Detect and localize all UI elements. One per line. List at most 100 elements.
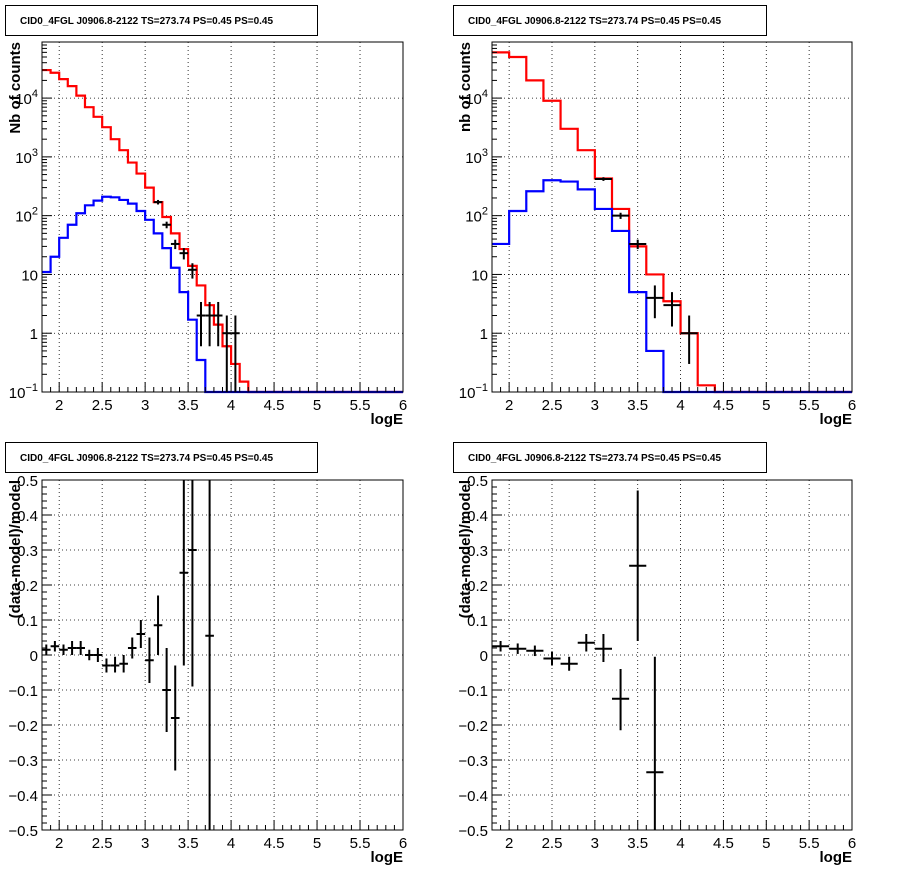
x-axis: 2 2.5 3 3.5 4 4.5 5 5.5 6 xyxy=(491,382,856,414)
panel-3: CID0_4FGL J0906.8-2122 TS=273.74 PS=0.45… xyxy=(5,442,407,866)
x-axis: 2 2.5 3 3.5 4 4.5 5 5.5 6 xyxy=(41,820,407,852)
y-tick-label: 0.3 xyxy=(467,543,488,560)
data-point xyxy=(127,637,137,659)
y-axis-label: (data-model)/model xyxy=(7,480,24,618)
y-tick-label: 0.5 xyxy=(17,473,38,490)
x-tick-label: 5.5 xyxy=(799,397,820,414)
grid xyxy=(492,42,852,392)
y-axis-label: nb of counts xyxy=(457,42,474,132)
x-axis-label: logE xyxy=(820,849,853,866)
x-tick-label: 5 xyxy=(762,835,770,852)
data-point xyxy=(153,595,163,655)
y-tick-label: −0.2 xyxy=(8,718,38,735)
y-axis: 0.5 0.4 0.3 0.2 0.1 0 −0.1 −0.2 −0.3 −0.4 −0.5 xyxy=(8,473,52,840)
title-box xyxy=(5,5,318,36)
y-tick-label: 0 xyxy=(30,648,38,665)
x-axis-label: logE xyxy=(371,849,404,866)
y-tick-label: 102 xyxy=(15,206,38,226)
y-tick-label: −0.5 xyxy=(458,823,488,840)
data-point xyxy=(119,655,128,673)
data-point xyxy=(231,315,240,392)
y-tick-label: −0.1 xyxy=(458,683,488,700)
x-tick-label: 4.5 xyxy=(264,835,285,852)
chart-title: CID0_4FGL J0906.8-2122 TS=273.74 PS=0.45… xyxy=(468,453,721,464)
x-tick-label: 2 xyxy=(505,397,513,414)
grid xyxy=(42,42,403,392)
x-tick-label: 5.5 xyxy=(350,835,371,852)
title-box xyxy=(5,442,318,473)
data-point xyxy=(629,239,647,250)
x-tick-label: 2.5 xyxy=(542,397,563,414)
data-point xyxy=(162,221,171,229)
y-tick-label: 0.2 xyxy=(17,578,38,595)
y-tick-label: 0.4 xyxy=(467,508,488,525)
data-point xyxy=(612,212,630,219)
data-point xyxy=(179,480,189,666)
title-box xyxy=(453,442,767,473)
y-axis: 10−1 1 10 102 103 104 xyxy=(459,41,502,402)
x-tick-label: 6 xyxy=(848,835,856,852)
chart-title: CID0_4FGL J0906.8-2122 TS=273.74 PS=0.45… xyxy=(468,16,721,27)
x-tick-label: 3.5 xyxy=(178,397,199,414)
y-tick-label: 104 xyxy=(15,88,38,108)
y-tick-label: 10 xyxy=(21,267,38,284)
x-tick-label: 5 xyxy=(313,835,321,852)
x-tick-label: 5 xyxy=(762,397,770,414)
x-tick-label: 2.5 xyxy=(92,397,113,414)
data-point xyxy=(110,656,120,673)
x-tick-label: 5 xyxy=(313,397,321,414)
data-point xyxy=(680,315,698,364)
y-tick-label: 0.3 xyxy=(17,543,38,560)
histogram-series-2 xyxy=(492,179,852,394)
x-tick-label: 3 xyxy=(591,397,599,414)
x-axis-label: logE xyxy=(371,411,404,428)
chart-title: CID0_4FGL J0906.8-2122 TS=273.74 PS=0.45… xyxy=(20,453,273,464)
y-tick-label: 10 xyxy=(471,267,488,284)
x-tick-label: 3.5 xyxy=(178,835,199,852)
y-tick-label: −0.4 xyxy=(8,788,38,805)
data-point xyxy=(222,315,232,392)
data-point xyxy=(145,637,154,683)
x-tick-label: 2.5 xyxy=(542,835,563,852)
x-tick-label: 2 xyxy=(55,397,63,414)
y-tick-label: 103 xyxy=(15,147,38,167)
data-point xyxy=(84,649,94,661)
data-point xyxy=(196,301,206,347)
data-point xyxy=(162,648,171,732)
x-tick-label: 3 xyxy=(141,835,149,852)
data-point xyxy=(136,620,146,648)
y-tick-label: −0.3 xyxy=(458,753,488,770)
y-tick-label: 0.1 xyxy=(17,613,38,630)
x-tick-label: 3 xyxy=(141,397,149,414)
x-tick-label: 2.5 xyxy=(92,835,113,852)
x-tick-label: 3.5 xyxy=(627,397,648,414)
data-point xyxy=(509,643,527,654)
data-point xyxy=(663,292,681,327)
data-point xyxy=(76,641,85,655)
data-point xyxy=(594,177,612,181)
y-tick-label: −0.2 xyxy=(458,718,488,735)
x-tick-label: 5.5 xyxy=(350,397,371,414)
x-tick-label: 3 xyxy=(591,835,599,852)
y-tick-label: 1 xyxy=(30,326,38,343)
x-tick-label: 4 xyxy=(676,397,684,414)
y-tick-label: 0.2 xyxy=(467,578,488,595)
y-tick-label: −0.5 xyxy=(8,823,38,840)
x-tick-label: 6 xyxy=(399,835,407,852)
data-point xyxy=(50,641,60,652)
data-point xyxy=(93,648,103,662)
data-point xyxy=(629,490,647,641)
histogram-series-2 xyxy=(42,195,403,394)
data-point xyxy=(612,669,630,731)
grid xyxy=(492,480,852,830)
x-tick-label: 4 xyxy=(676,835,684,852)
histogram-series-1 xyxy=(42,68,403,394)
y-tick-label: 0.1 xyxy=(467,613,488,630)
data-point xyxy=(170,665,180,771)
y-axis-label: Nb of counts xyxy=(7,42,24,134)
data-point xyxy=(153,199,163,205)
data-point xyxy=(543,651,561,666)
data-point xyxy=(560,656,578,671)
x-tick-label: 4 xyxy=(227,835,235,852)
